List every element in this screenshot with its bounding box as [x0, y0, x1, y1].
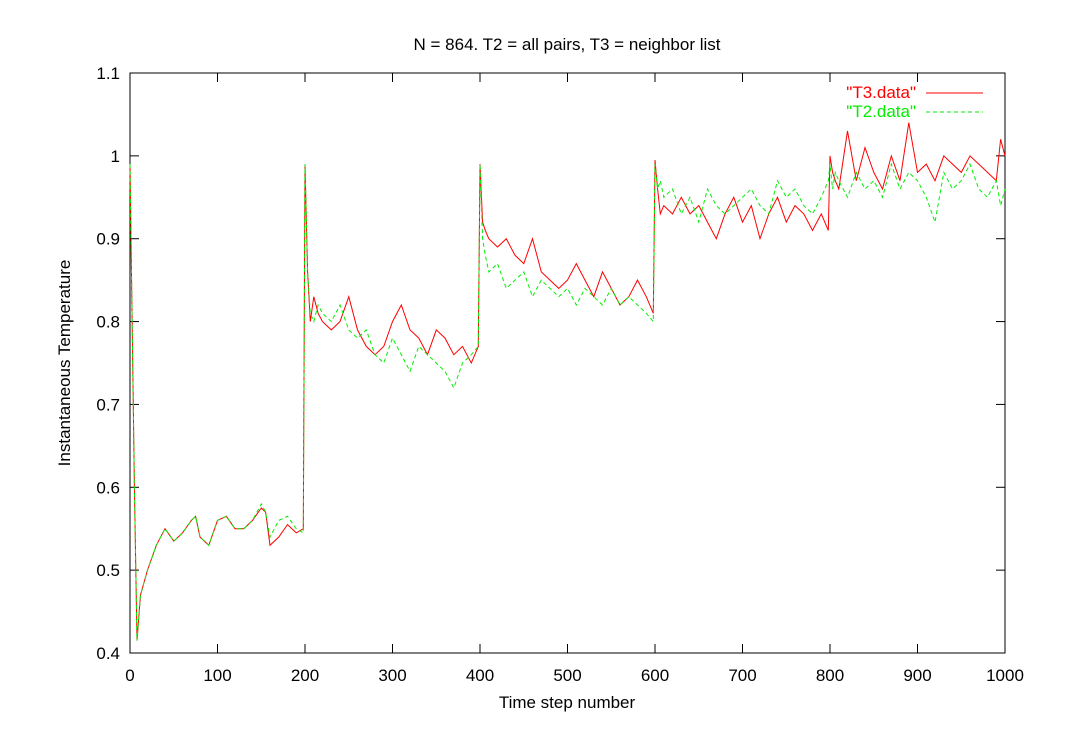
plot-frame — [129, 72, 1006, 654]
series-line-1 — [129, 162, 1006, 641]
y-tick-label: 1 — [111, 147, 120, 166]
x-tick-label: 800 — [816, 666, 844, 685]
y-tick-label: 1.1 — [96, 64, 120, 83]
legend-label-0: "T3.data" — [846, 83, 916, 102]
axis-ticks — [129, 72, 1006, 654]
x-tick-label: 100 — [203, 666, 231, 685]
x-tick-labels: 0 100 200 300 400 500 600 700 800 900 1000 — [125, 666, 1024, 685]
series-layer — [129, 122, 1006, 641]
legend: "T3.data""T2.data" — [846, 83, 983, 121]
y-tick-label: 0.6 — [96, 478, 120, 497]
x-tick-label: 400 — [466, 666, 494, 685]
y-tick-label: 0.4 — [96, 644, 120, 663]
y-tick-label: 0.9 — [96, 230, 120, 249]
x-tick-label: 600 — [641, 666, 669, 685]
x-axis-label: Time step number — [499, 693, 636, 712]
legend-label-1: "T2.data" — [846, 102, 916, 121]
x-tick-label: 200 — [291, 666, 319, 685]
x-tick-label: 700 — [728, 666, 756, 685]
y-tick-label: 0.8 — [96, 313, 120, 332]
y-tick-label: 0.5 — [96, 561, 120, 580]
x-tick-label: 300 — [378, 666, 406, 685]
series-line-0 — [129, 122, 1006, 641]
x-tick-label: 1000 — [986, 666, 1024, 685]
chart-title: N = 864. T2 = all pairs, T3 = neighbor l… — [414, 35, 721, 54]
y-tick-labels: 0.4 0.5 0.6 0.7 0.8 0.9 1 1.1 — [96, 64, 120, 663]
y-axis-label: Instantaneous Temperature — [55, 260, 74, 467]
x-tick-label: 500 — [553, 666, 581, 685]
x-tick-label: 0 — [125, 666, 134, 685]
x-tick-label: 900 — [903, 666, 931, 685]
y-tick-label: 0.7 — [96, 395, 120, 414]
